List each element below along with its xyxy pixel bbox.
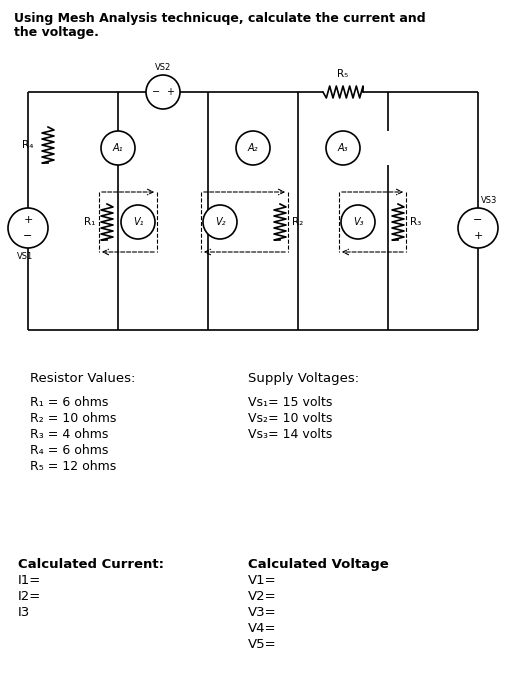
- Circle shape: [101, 131, 135, 165]
- Text: V2=: V2=: [248, 590, 277, 603]
- Text: Vs₁= 15 volts: Vs₁= 15 volts: [248, 396, 332, 409]
- Circle shape: [458, 208, 498, 248]
- Text: V₃: V₃: [353, 217, 363, 227]
- Circle shape: [326, 131, 360, 165]
- Text: Calculated Current:: Calculated Current:: [18, 558, 164, 571]
- Text: R₅ = 12 ohms: R₅ = 12 ohms: [30, 460, 116, 473]
- Text: V5=: V5=: [248, 638, 277, 651]
- Text: R₄: R₄: [22, 140, 33, 150]
- Text: VS2: VS2: [155, 63, 171, 72]
- Circle shape: [121, 205, 155, 239]
- Text: V3=: V3=: [248, 606, 277, 619]
- Text: V1=: V1=: [248, 574, 277, 587]
- Text: A₁: A₁: [113, 143, 123, 153]
- Text: Using Mesh Analysis technicuqe, calculate the current and: Using Mesh Analysis technicuqe, calculat…: [14, 12, 426, 25]
- Text: VS1: VS1: [17, 252, 33, 261]
- Text: A₂: A₂: [248, 143, 258, 153]
- Circle shape: [203, 205, 237, 239]
- Text: Vs₃= 14 volts: Vs₃= 14 volts: [248, 428, 332, 441]
- Text: R₂ = 10 ohms: R₂ = 10 ohms: [30, 412, 116, 425]
- Text: Calculated Voltage: Calculated Voltage: [248, 558, 389, 571]
- Text: the voltage.: the voltage.: [14, 26, 99, 39]
- Text: Resistor Values:: Resistor Values:: [30, 372, 135, 385]
- Text: V4=: V4=: [248, 622, 276, 635]
- Text: +: +: [473, 230, 483, 241]
- Text: R₅: R₅: [337, 69, 348, 79]
- Text: +: +: [23, 215, 33, 226]
- Text: −: −: [23, 230, 33, 241]
- Text: VS3: VS3: [481, 196, 497, 205]
- Text: V₁: V₁: [133, 217, 143, 227]
- Text: R₁ = 6 ohms: R₁ = 6 ohms: [30, 396, 108, 409]
- Text: Vs₂= 10 volts: Vs₂= 10 volts: [248, 412, 332, 425]
- Text: I1=: I1=: [18, 574, 41, 587]
- Text: I3: I3: [18, 606, 30, 619]
- Text: R₃ = 4 ohms: R₃ = 4 ohms: [30, 428, 108, 441]
- Circle shape: [146, 75, 180, 109]
- Circle shape: [8, 208, 48, 248]
- Text: −: −: [473, 215, 483, 226]
- Circle shape: [236, 131, 270, 165]
- Text: −: −: [152, 87, 160, 97]
- Text: V₂: V₂: [215, 217, 225, 227]
- Text: Supply Voltages:: Supply Voltages:: [248, 372, 359, 385]
- Text: +: +: [166, 87, 174, 97]
- Text: R₄ = 6 ohms: R₄ = 6 ohms: [30, 444, 108, 457]
- Text: A₃: A₃: [338, 143, 348, 153]
- Text: R₃: R₃: [410, 217, 421, 227]
- Text: I2=: I2=: [18, 590, 41, 603]
- Text: R₂: R₂: [292, 217, 303, 227]
- Circle shape: [341, 205, 375, 239]
- Text: R₁: R₁: [84, 217, 95, 227]
